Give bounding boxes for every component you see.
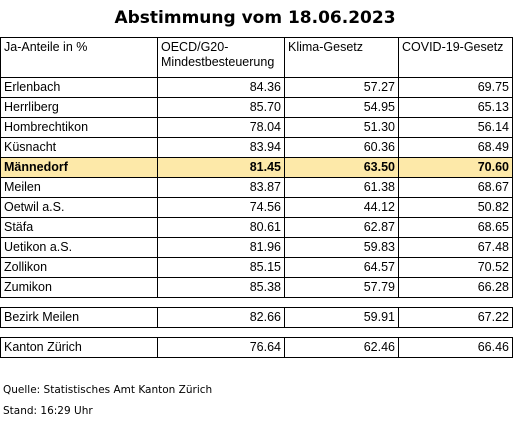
table-row: Stäfa 80.61 62.87 68.65 [0, 217, 513, 238]
table-header-row: Ja-Anteile in % OECD/G20- Mindestbesteuer… [0, 37, 513, 78]
table-row: Erlenbach 84.36 57.27 69.75 [0, 77, 513, 98]
municipality-name: Männedorf [0, 157, 158, 178]
oecd-value: 85.15 [157, 257, 285, 278]
table-row: Zollikon 85.15 64.57 70.52 [0, 257, 513, 278]
klima-value: 57.27 [284, 77, 399, 98]
klima-value: 54.95 [284, 97, 399, 118]
oecd-value: 76.64 [157, 337, 285, 358]
klima-value: 51.30 [284, 117, 399, 138]
covid-value: 68.49 [398, 137, 513, 158]
table-row: Zumikon 85.38 57.79 66.28 [0, 277, 513, 298]
oecd-value: 81.96 [157, 237, 285, 258]
covid-value: 70.52 [398, 257, 513, 278]
municipality-name: Zumikon [0, 277, 158, 298]
municipality-name: Hombrechtikon [0, 117, 158, 138]
oecd-value: 82.66 [157, 307, 285, 328]
table-row: Küsnacht 83.94 60.36 68.49 [0, 137, 513, 158]
spacer-cell [398, 297, 513, 308]
spacer-cell [398, 327, 513, 338]
oecd-value: 83.94 [157, 137, 285, 158]
table-row: Hombrechtikon 78.04 51.30 56.14 [0, 117, 513, 138]
municipality-name: Uetikon a.S. [0, 237, 158, 258]
covid-value: 67.48 [398, 237, 513, 258]
klima-value: 60.36 [284, 137, 399, 158]
covid-value: 68.65 [398, 217, 513, 238]
results-table-body: Ja-Anteile in % OECD/G20- Mindestbesteuer… [0, 37, 513, 358]
oecd-value: 85.38 [157, 277, 285, 298]
highlighted-row: Männedorf 81.45 63.50 70.60 [0, 157, 513, 178]
klima-value: 61.38 [284, 177, 399, 198]
timestamp: Stand: 16:29 Uhr [3, 405, 93, 417]
covid-value: 70.60 [398, 157, 513, 178]
covid-value: 69.75 [398, 77, 513, 98]
header-covid: COVID-19-Gesetz [398, 37, 513, 78]
table-row: Meilen 83.87 61.38 68.67 [0, 177, 513, 198]
spacer-cell [157, 327, 285, 338]
municipality-name: Bezirk Meilen [0, 307, 158, 328]
summary-row: Bezirk Meilen 82.66 59.91 67.22 [0, 307, 513, 328]
covid-value: 66.46 [398, 337, 513, 358]
municipality-name: Meilen [0, 177, 158, 198]
klima-value: 62.46 [284, 337, 399, 358]
municipality-name: Herrliberg [0, 97, 158, 118]
klima-value: 64.57 [284, 257, 399, 278]
page-title: Abstimmung vom 18.06.2023 [114, 8, 396, 28]
oecd-value: 84.36 [157, 77, 285, 98]
header-municipality: Ja-Anteile in % [0, 37, 158, 78]
spacer-cell [157, 297, 285, 308]
header-oecd-line1: OECD/G20- [161, 40, 229, 54]
spacer-cell [284, 297, 399, 308]
results-table: Ja-Anteile in % OECD/G20- Mindestbesteuer… [0, 37, 513, 358]
oecd-value: 81.45 [157, 157, 285, 178]
covid-value: 66.28 [398, 277, 513, 298]
table-row: Oetwil a.S. 74.56 44.12 50.82 [0, 197, 513, 218]
spacer-cell [0, 297, 158, 308]
spacer-row [0, 327, 513, 338]
oecd-value: 85.70 [157, 97, 285, 118]
municipality-name: Stäfa [0, 217, 158, 238]
municipality-name: Küsnacht [0, 137, 158, 158]
municipality-name: Zollikon [0, 257, 158, 278]
klima-value: 44.12 [284, 197, 399, 218]
covid-value: 65.13 [398, 97, 513, 118]
oecd-value: 83.87 [157, 177, 285, 198]
spacer-row [0, 297, 513, 308]
header-oecd-line2: Mindestbesteuerung [161, 55, 275, 69]
oecd-value: 74.56 [157, 197, 285, 218]
table-row: Herrliberg 85.70 54.95 65.13 [0, 97, 513, 118]
table-row: Uetikon a.S. 81.96 59.83 67.48 [0, 237, 513, 258]
klima-value: 59.91 [284, 307, 399, 328]
municipality-name: Erlenbach [0, 77, 158, 98]
oecd-value: 78.04 [157, 117, 285, 138]
oecd-value: 80.61 [157, 217, 285, 238]
header-oecd: OECD/G20- Mindestbesteuerung [157, 37, 285, 78]
summary-row: Kanton Zürich 76.64 62.46 66.46 [0, 337, 513, 358]
spacer-cell [0, 327, 158, 338]
klima-value: 59.83 [284, 237, 399, 258]
covid-value: 68.67 [398, 177, 513, 198]
covid-value: 50.82 [398, 197, 513, 218]
source-note: Quelle: Statistisches Amt Kanton Zürich [3, 384, 213, 396]
klima-value: 57.79 [284, 277, 399, 298]
municipality-name: Oetwil a.S. [0, 197, 158, 218]
klima-value: 63.50 [284, 157, 399, 178]
municipality-name: Kanton Zürich [0, 337, 158, 358]
covid-value: 67.22 [398, 307, 513, 328]
covid-value: 56.14 [398, 117, 513, 138]
spacer-cell [284, 327, 399, 338]
header-klima: Klima-Gesetz [284, 37, 399, 78]
klima-value: 62.87 [284, 217, 399, 238]
